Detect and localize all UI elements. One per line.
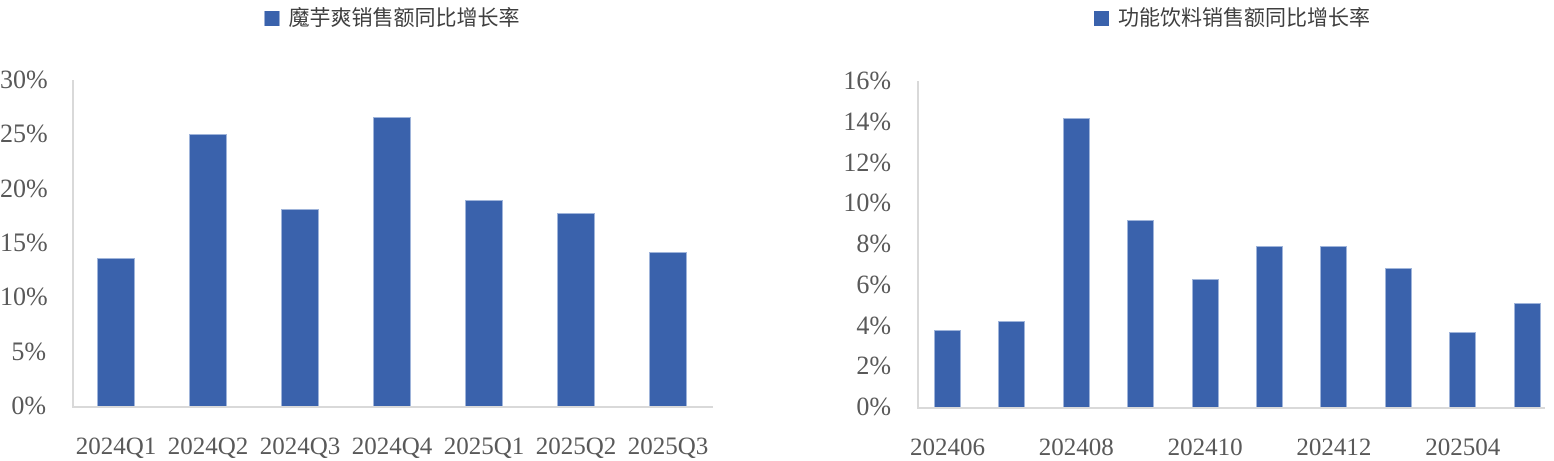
y-tick-label: 30%: [0, 65, 48, 94]
y-tick-label: 16%: [843, 66, 891, 95]
x-tick-label: 2025Q3: [627, 433, 709, 460]
x-tick-label: 202504: [1425, 434, 1501, 461]
bar: [557, 212, 595, 406]
bar: [465, 199, 503, 406]
legend-marker-icon: [1094, 11, 1109, 27]
bar: [1191, 278, 1219, 407]
y-axis-line: [917, 81, 919, 407]
bar: [1449, 331, 1477, 407]
y-tick-label: 0%: [856, 392, 891, 421]
y-tick-label: 10%: [0, 282, 48, 312]
legend: 功能饮料销售额同比增长率: [1094, 6, 1370, 31]
bar: [1062, 117, 1090, 407]
x-tick-label: 202412: [1296, 434, 1372, 461]
x-tick-label: 2025Q2: [535, 433, 617, 460]
y-tick-label: 4%: [856, 310, 891, 340]
bar: [97, 258, 135, 406]
bar: [1513, 303, 1541, 407]
legend-label: 功能饮料销售额同比增长率: [1118, 6, 1370, 30]
energy-drink-growth-chart: 功能饮料销售额同比增长率 0% 2% 4% 6% 8% 10% 12% 14% 16% 20240…: [777, 0, 1554, 460]
bar: [649, 251, 687, 406]
bar: [189, 134, 227, 406]
bar: [934, 329, 961, 407]
bar: [1320, 246, 1348, 407]
legend-label: 魔芋爽销售额同比增长率: [288, 6, 520, 30]
x-axis-line: [917, 407, 1545, 409]
x-axis-line: [72, 406, 713, 408]
x-tick-label: 2024Q4: [351, 433, 433, 460]
x-tick-label: 2024Q1: [75, 433, 157, 460]
konjac-snack-growth-chart: 魔芋爽销售额同比增长率 0% 5% 10% 15% 20% 25% 30% 2024Q1 202…: [0, 0, 777, 460]
y-tick-label: 10%: [843, 188, 891, 218]
y-axis-line: [72, 80, 74, 406]
x-tick-label: 2024Q2: [167, 433, 249, 460]
bar: [1127, 219, 1155, 407]
y-tick-label: 15%: [0, 228, 48, 257]
bar: [373, 116, 411, 406]
x-tick-label: 2024Q3: [259, 433, 341, 460]
legend-marker-icon: [264, 11, 280, 27]
bar: [1256, 246, 1283, 407]
x-tick-label: 2025Q1: [443, 433, 525, 460]
y-tick-label: 0%: [11, 391, 46, 420]
legend: 魔芋爽销售额同比增长率: [264, 6, 520, 31]
bar: [1384, 268, 1412, 407]
y-tick-label: 12%: [843, 147, 891, 177]
y-tick-label: 8%: [856, 229, 891, 258]
y-tick-label: 25%: [0, 119, 48, 149]
bar: [998, 321, 1026, 407]
y-tick-label: 5%: [11, 336, 46, 366]
x-tick-label: 202406: [910, 434, 985, 461]
bar: [281, 209, 319, 406]
x-tick-label: 202410: [1167, 434, 1243, 461]
y-tick-label: 6%: [856, 269, 891, 299]
x-tick-label: 202408: [1038, 434, 1114, 461]
y-tick-label: 20%: [0, 173, 48, 203]
y-tick-label: 2%: [856, 351, 891, 381]
y-tick-label: 14%: [843, 106, 891, 136]
